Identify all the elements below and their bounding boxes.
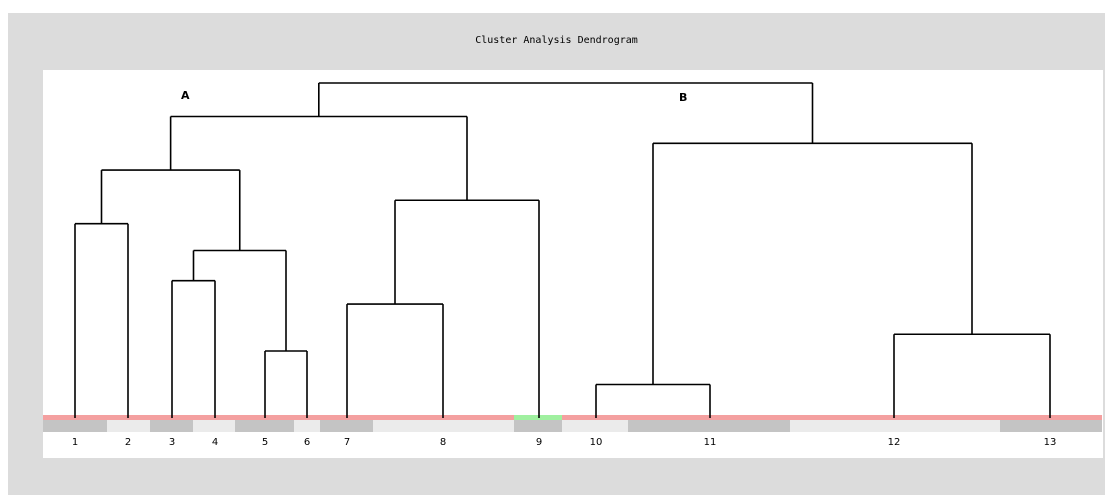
- leaf-label-5: 5: [262, 437, 268, 448]
- leaf-label-13: 13: [1044, 437, 1057, 448]
- leaf-band-10: [562, 420, 628, 432]
- leaf-band-1: [43, 420, 107, 432]
- leaf-band-8: [373, 420, 514, 432]
- cluster-label-a: A: [181, 89, 190, 102]
- plot-panel: [43, 70, 1103, 458]
- highlighted-leaf-segment: [514, 415, 562, 420]
- leaf-label-11: 11: [704, 437, 717, 448]
- baseline-bar: [43, 415, 1102, 420]
- leaf-label-4: 4: [212, 437, 218, 448]
- leaf-band-7: [320, 420, 373, 432]
- leaf-label-2: 2: [125, 437, 131, 448]
- leaf-bands: [43, 420, 1102, 432]
- leaf-band-5: [235, 420, 294, 432]
- cluster-label-b: B: [679, 91, 687, 104]
- leaf-band-4: [193, 420, 235, 432]
- leaf-band-12: [790, 420, 1000, 432]
- leaf-band-6: [294, 420, 320, 432]
- leaf-label-3: 3: [169, 437, 175, 448]
- leaf-band-9: [514, 420, 562, 432]
- leaf-label-8: 8: [440, 437, 446, 448]
- chart-title: Cluster Analysis Dendrogram: [475, 35, 638, 46]
- leaf-label-10: 10: [590, 437, 603, 448]
- leaf-label-12: 12: [888, 437, 901, 448]
- leaf-label-1: 1: [72, 437, 78, 448]
- leaf-band-2: [107, 420, 150, 432]
- leaf-labels: 1 2 3 4 5 6 7 8 9 10 11 12 13: [72, 437, 1057, 448]
- leaf-band-11: [628, 420, 790, 432]
- leaf-label-6: 6: [304, 437, 310, 448]
- leaf-label-7: 7: [344, 437, 350, 448]
- leaf-band-13: [1000, 420, 1102, 432]
- baseline: [43, 415, 1102, 420]
- dendrogram-links: [74, 82, 1051, 418]
- leaf-band-3: [150, 420, 193, 432]
- leaf-label-9: 9: [536, 437, 542, 448]
- chart-frame: Cluster Analysis Dendrogram: [8, 13, 1105, 495]
